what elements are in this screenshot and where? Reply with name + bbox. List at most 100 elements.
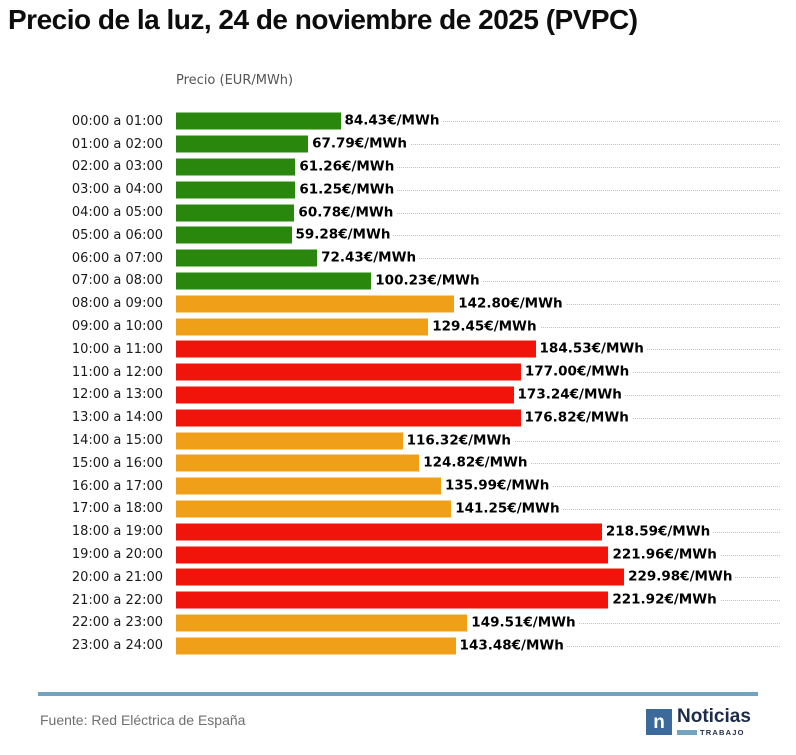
bar-chart: 00:00 a 01:00 84.43€/MWh 01:00 a 02:00 6…: [0, 110, 780, 657]
hour-label: 00:00 a 01:00: [71, 113, 163, 129]
price-bar: [176, 432, 403, 450]
bar-row: 05:00 a 06:00 59.28€/MWh: [0, 224, 780, 247]
row-plot-area: 229.98€/MWh: [176, 566, 780, 589]
price-value-label: 143.48€/MWh: [455, 637, 567, 655]
gridline: [176, 121, 780, 123]
hour-label: 02:00 a 03:00: [71, 159, 163, 175]
row-plot-area: 72.43€/MWh: [176, 247, 780, 270]
row-plot-area: 100.23€/MWh: [176, 270, 780, 293]
row-plot-area: 124.82€/MWh: [176, 452, 780, 475]
bar-row: 22:00 a 23:00 149.51€/MWh: [0, 612, 780, 635]
chart-title: Precio de la luz, 24 de noviembre de 202…: [8, 4, 638, 35]
hour-label: 09:00 a 10:00: [71, 319, 163, 335]
row-plot-area: 135.99€/MWh: [176, 475, 780, 498]
price-bar: [176, 158, 296, 176]
hour-label: 21:00 a 22:00: [71, 592, 163, 608]
footer-divider: [38, 692, 758, 696]
hour-label: 07:00 a 08:00: [71, 273, 163, 289]
price-value-label: 61.25€/MWh: [295, 181, 398, 199]
gridline: [176, 144, 780, 146]
bar-row: 17:00 a 18:00 141.25€/MWh: [0, 498, 780, 521]
price-bar: [176, 272, 372, 290]
hour-label: 17:00 a 18:00: [71, 501, 163, 517]
price-bar: [176, 637, 456, 655]
price-value-label: 218.59€/MWh: [601, 523, 714, 541]
row-plot-area: 177.00€/MWh: [176, 361, 780, 384]
bar-row: 20:00 a 21:00 229.98€/MWh: [0, 566, 780, 589]
price-value-label: 135.99€/MWh: [440, 477, 553, 495]
gridline: [176, 189, 780, 191]
price-bar: [176, 477, 441, 495]
price-bar: [176, 546, 609, 564]
price-bar: [176, 249, 318, 267]
hour-label: 23:00 a 24:00: [71, 638, 163, 654]
bar-row: 02:00 a 03:00 61.26€/MWh: [0, 156, 780, 179]
logo-n-icon: n: [646, 709, 672, 735]
price-bar: [176, 226, 292, 244]
bar-row: 21:00 a 22:00 221.92€/MWh: [0, 589, 780, 612]
hour-label: 15:00 a 16:00: [71, 455, 163, 471]
logo-name: Noticias: [677, 706, 751, 727]
row-plot-area: 60.78€/MWh: [176, 201, 780, 224]
price-value-label: 59.28€/MWh: [291, 226, 394, 244]
hour-label: 03:00 a 04:00: [71, 182, 163, 198]
bar-row: 00:00 a 01:00 84.43€/MWh: [0, 110, 780, 133]
row-plot-area: 221.92€/MWh: [176, 589, 780, 612]
price-value-label: 149.51€/MWh: [467, 614, 579, 632]
price-value-label: 229.98€/MWh: [624, 568, 736, 586]
hour-label: 20:00 a 21:00: [71, 569, 163, 585]
price-value-label: 100.23€/MWh: [371, 272, 483, 290]
price-value-label: 67.79€/MWh: [308, 135, 411, 153]
price-bar: [176, 591, 609, 609]
hour-label: 12:00 a 13:00: [71, 387, 163, 403]
logo-subtitle-text: TRABAJO: [700, 728, 745, 737]
row-plot-area: 142.80€/MWh: [176, 292, 780, 315]
price-bar: [176, 454, 420, 472]
price-value-label: 221.92€/MWh: [608, 591, 720, 609]
row-plot-area: 221.96€/MWh: [176, 543, 780, 566]
price-bar: [176, 204, 295, 222]
price-bar: [176, 295, 455, 313]
bar-row: 14:00 a 15:00 116.32€/MWh: [0, 429, 780, 452]
row-plot-area: 129.45€/MWh: [176, 315, 780, 338]
source-note: Fuente: Red Eléctrica de España: [40, 712, 246, 728]
price-value-label: 141.25€/MWh: [451, 500, 563, 518]
bar-row: 08:00 a 09:00 142.80€/MWh: [0, 292, 780, 315]
bar-row: 11:00 a 12:00 177.00€/MWh: [0, 361, 780, 384]
price-value-label: 84.43€/MWh: [340, 112, 443, 130]
price-value-label: 61.26€/MWh: [295, 158, 398, 176]
hour-label: 05:00 a 06:00: [71, 227, 163, 243]
noticiastrabajo-logo: n Noticias TRABAJO: [646, 707, 751, 737]
logo-subtitle: TRABAJO: [677, 728, 751, 737]
row-plot-area: 141.25€/MWh: [176, 498, 780, 521]
bar-row: 16:00 a 17:00 135.99€/MWh: [0, 475, 780, 498]
row-plot-area: 176.82€/MWh: [176, 406, 780, 429]
price-bar: [176, 363, 521, 381]
row-plot-area: 173.24€/MWh: [176, 384, 780, 407]
price-bar: [176, 318, 429, 336]
logo-subtitle-bar: [677, 730, 697, 735]
row-plot-area: 116.32€/MWh: [176, 429, 780, 452]
price-bar: [176, 135, 309, 153]
price-bar: [176, 181, 296, 199]
gridline: [176, 212, 780, 214]
price-value-label: 116.32€/MWh: [402, 432, 514, 450]
bar-row: 06:00 a 07:00 72.43€/MWh: [0, 247, 780, 270]
hour-label: 19:00 a 20:00: [71, 547, 163, 563]
price-value-label: 221.96€/MWh: [608, 546, 720, 564]
bar-row: 19:00 a 20:00 221.96€/MWh: [0, 543, 780, 566]
price-value-label: 124.82€/MWh: [419, 454, 531, 472]
row-plot-area: 218.59€/MWh: [176, 520, 780, 543]
hour-label: 06:00 a 07:00: [71, 250, 163, 266]
gridline: [176, 235, 780, 237]
hour-label: 04:00 a 05:00: [71, 205, 163, 221]
gridline: [176, 258, 780, 260]
price-bar: [176, 614, 468, 632]
row-plot-area: 61.25€/MWh: [176, 178, 780, 201]
bar-row: 12:00 a 13:00 173.24€/MWh: [0, 384, 780, 407]
price-bar: [176, 340, 536, 358]
price-value-label: 72.43€/MWh: [317, 249, 420, 267]
row-plot-area: 149.51€/MWh: [176, 612, 780, 635]
logo-text: Noticias TRABAJO: [677, 707, 751, 737]
price-bar: [176, 409, 521, 427]
